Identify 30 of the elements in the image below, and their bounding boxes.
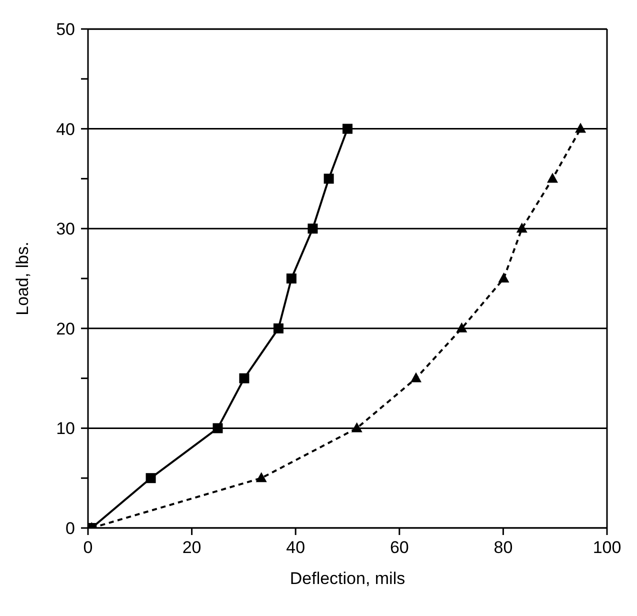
y-tick-label: 20 — [56, 319, 75, 338]
point — [342, 124, 352, 134]
point — [146, 473, 156, 484]
point — [498, 272, 510, 282]
x-tick-label: 60 — [390, 538, 409, 557]
point — [256, 472, 267, 482]
point — [575, 122, 586, 133]
x-tick-label: 80 — [494, 538, 513, 557]
x-axis-title: Deflection, mils — [290, 569, 406, 588]
point — [308, 224, 318, 234]
x-tick-label: 20 — [182, 538, 202, 557]
point — [286, 274, 296, 284]
y-tick-label: 10 — [56, 419, 75, 438]
point — [351, 422, 362, 432]
point — [273, 323, 284, 334]
point — [410, 372, 422, 382]
point — [239, 373, 250, 384]
x-tick-label: 40 — [286, 538, 306, 557]
y-tick-label: 30 — [56, 220, 75, 239]
x-tick-label: 100 — [592, 538, 622, 557]
y-tick-label: 0 — [66, 519, 75, 538]
x-tick-label: 0 — [83, 538, 93, 557]
y-tick-label: 40 — [56, 120, 75, 139]
point — [547, 172, 558, 183]
y-tick-label: 50 — [56, 20, 75, 39]
point — [324, 174, 334, 184]
y-axis-title: Load, lbs. — [13, 242, 32, 316]
point — [456, 322, 468, 332]
point — [212, 423, 223, 434]
point — [516, 222, 528, 233]
